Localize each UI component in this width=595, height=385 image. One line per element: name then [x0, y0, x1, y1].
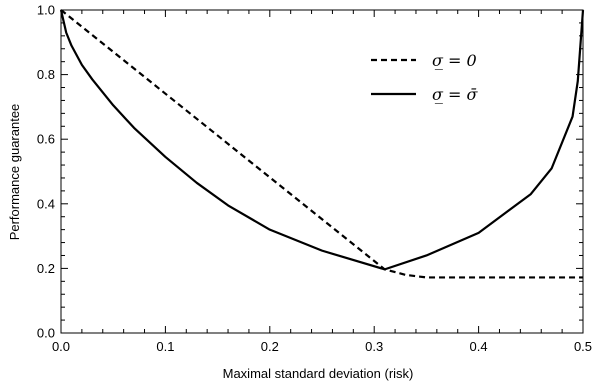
legend: σ̲ = 0 σ̲ = σ̄ — [371, 51, 479, 104]
y-tick-label: 1.0 — [37, 3, 55, 18]
series-layer — [59, 9, 585, 279]
y-tick-label: 0.4 — [37, 196, 55, 211]
x-tick-label: 0.0 — [52, 339, 70, 354]
y-axis-ticks: 0.0 0.2 0.4 0.6 0.8 1.0 — [37, 3, 583, 341]
y-tick-label: 0.2 — [37, 261, 55, 276]
series-line-sigma-zero — [60, 9, 583, 279]
x-axis-ticks: 0.0 0.1 0.2 0.3 0.4 0.5 — [52, 10, 592, 354]
y-tick-label: 0.8 — [37, 67, 55, 82]
y-tick-label: 0.6 — [37, 132, 55, 147]
x-axis-title: Maximal standard deviation (risk) — [223, 366, 414, 381]
plot-area-border — [60, 9, 584, 334]
y-tick-label: 0.0 — [37, 326, 55, 341]
x-tick-label: 0.5 — [574, 339, 592, 354]
x-tick-label: 0.2 — [261, 339, 279, 354]
x-tick-label: 0.1 — [156, 339, 174, 354]
y-axis-title: Performance guarantee — [7, 104, 22, 241]
legend-label-sigma-zero: σ̲ = 0 — [432, 51, 477, 70]
series-line-sigma-bar — [59, 9, 585, 271]
x-tick-label: 0.4 — [470, 339, 488, 354]
x-tick-label: 0.3 — [365, 339, 383, 354]
axes-frame — [60, 9, 584, 334]
legend-label-sigma-bar: σ̲ = σ̄ — [432, 85, 479, 104]
